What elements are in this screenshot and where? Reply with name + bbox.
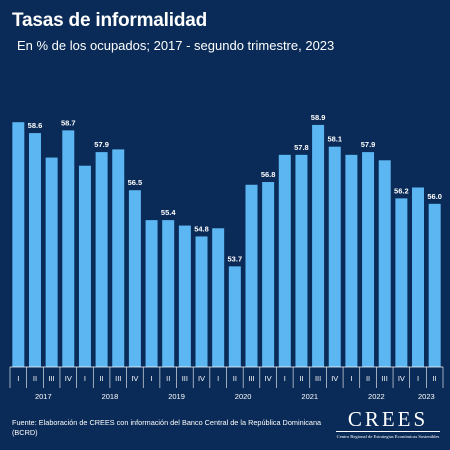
quarter-tick-label: II	[366, 374, 370, 383]
quarter-tick-label: IV	[131, 374, 138, 383]
bar	[62, 130, 75, 367]
bar	[95, 152, 108, 367]
bar	[262, 182, 275, 367]
value-label: 58.9	[311, 113, 326, 122]
quarter-tick-label: II	[166, 374, 170, 383]
quarter-tick-label: I	[151, 374, 153, 383]
bar	[45, 157, 58, 367]
quarter-tick-label: III	[49, 374, 55, 383]
quarter-tick-label: I	[17, 374, 19, 383]
chart-subtitle: En % de los ocupados; 2017 - segundo tri…	[17, 38, 335, 53]
bar	[212, 228, 225, 367]
bar	[128, 190, 141, 367]
value-label: 58.6	[28, 121, 43, 130]
bar	[162, 220, 175, 367]
year-tick-label: 2018	[102, 392, 119, 401]
value-label: 57.9	[361, 140, 376, 149]
brand-name: CREES	[347, 407, 429, 431]
bar	[312, 124, 325, 367]
bar	[362, 152, 375, 367]
quarter-tick-label: III	[115, 374, 121, 383]
bar	[412, 187, 425, 367]
bar	[178, 225, 191, 367]
value-label: 56.0	[427, 192, 442, 201]
bar	[328, 146, 341, 367]
bar	[278, 154, 291, 367]
quarter-tick-label: I	[350, 374, 352, 383]
value-label: 57.8	[294, 143, 309, 152]
quarter-tick-label: I	[217, 374, 219, 383]
bar	[245, 184, 258, 367]
quarter-tick-label: II	[100, 374, 104, 383]
quarter-tick-label: I	[284, 374, 286, 383]
value-label: 56.2	[394, 186, 409, 195]
year-tick-label: 2019	[168, 392, 185, 401]
value-label: 58.1	[327, 135, 342, 144]
value-labels-group: 58.6 58.7 57.9 56.5 55.4 54.8 53.7 56.8 57.8 58.9…	[28, 113, 442, 263]
quarter-tick-label: I	[417, 374, 419, 383]
quarter-tick-label: III	[382, 374, 388, 383]
bar	[378, 160, 391, 367]
value-label: 56.8	[261, 170, 276, 179]
bar	[195, 236, 208, 367]
value-label: 56.5	[128, 178, 143, 187]
crees-logo: CREES Centro Regional de Estrategias Eco…	[332, 408, 444, 439]
chart-title: Tasas de informalidad	[12, 10, 208, 31]
quarter-tick-label: I	[84, 374, 86, 383]
source-note: Fuente: Elaboración de CREES con informa…	[12, 418, 322, 437]
bar	[28, 133, 41, 367]
bar	[12, 122, 25, 367]
quarter-tick-label: IV	[398, 374, 405, 383]
bar-chart: 58.6 58.7 57.9 56.5 55.4 54.8 53.7 56.8 57.8 58.9…	[9, 113, 444, 401]
quarter-tick-label: III	[315, 374, 321, 383]
brand-tagline: Centro Regional de Estrategias Económica…	[336, 434, 440, 439]
quarter-tick-label: IV	[198, 374, 205, 383]
x-axis: I II III IV I II III IV I II III IV I II III IV I II III IV…	[9, 366, 444, 401]
year-tick-label: 2021	[301, 392, 318, 401]
bar	[345, 154, 358, 367]
quarter-tick-label: IV	[331, 374, 338, 383]
quarter-tick-label: IV	[65, 374, 72, 383]
quarter-tick-label: III	[182, 374, 188, 383]
quarter-tick-label: II	[433, 374, 437, 383]
year-tick-label: 2017	[35, 392, 52, 401]
bar	[145, 220, 158, 367]
value-label: 57.9	[94, 140, 109, 149]
year-tick-label: 2022	[368, 392, 385, 401]
quarter-tick-label: II	[299, 374, 303, 383]
bar	[295, 154, 308, 367]
value-label: 54.8	[194, 224, 209, 233]
bar	[78, 165, 91, 367]
bars-group	[12, 122, 441, 367]
brand-divider	[336, 431, 440, 432]
quarter-tick-label: III	[248, 374, 254, 383]
value-label: 53.7	[228, 254, 243, 263]
bar	[228, 266, 241, 367]
value-label: 58.7	[61, 118, 76, 127]
quarter-tick-label: II	[33, 374, 37, 383]
year-tick-label: 2023	[418, 392, 435, 401]
quarter-tick-label: IV	[265, 374, 272, 383]
bar	[428, 203, 441, 367]
year-tick-label: 2020	[235, 392, 252, 401]
bar	[395, 198, 408, 367]
value-label: 55.4	[161, 208, 176, 217]
bar	[112, 149, 125, 367]
quarter-tick-label: II	[233, 374, 237, 383]
